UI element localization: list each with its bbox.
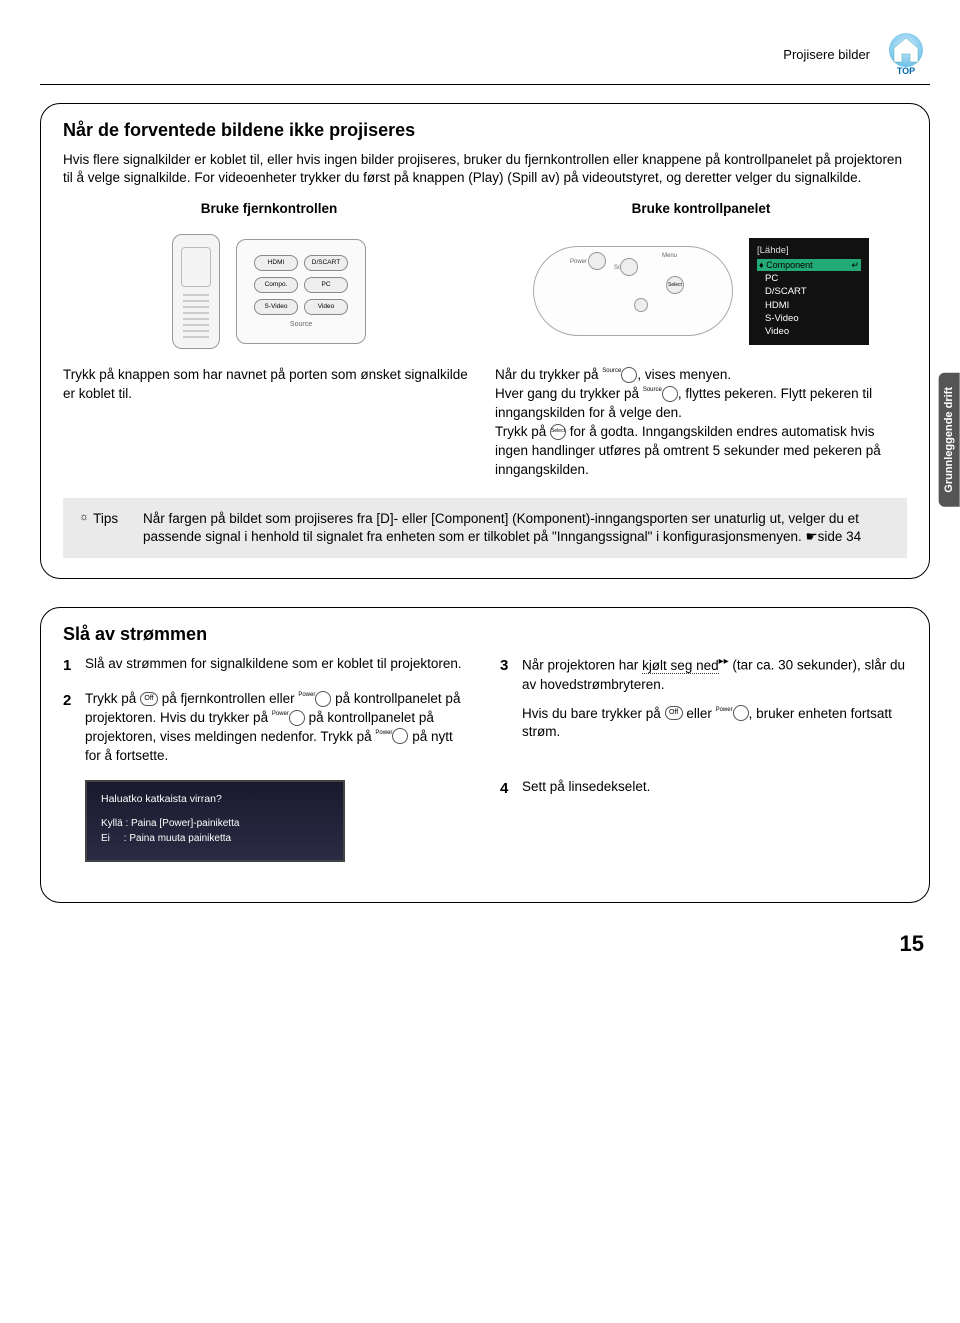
tips-text: Når fargen på bildet som projiseres fra … <box>143 510 891 546</box>
source-mini-label: Source <box>602 368 621 374</box>
off-button-icon: Off <box>665 706 683 720</box>
panel-button <box>588 252 606 270</box>
panel-select-button: Select <box>666 276 684 294</box>
header-title: Projisere bilder <box>783 47 870 62</box>
step-text: Slå av strømmen for signalkildene som er… <box>85 655 462 676</box>
remote-caption: Trykk på knappen som har navnet på porte… <box>63 366 475 404</box>
remote-button: HDMI <box>254 255 298 271</box>
remote-column: Bruke fjernkontrollen HDMI D/SCART Compo… <box>63 201 475 479</box>
source-button-icon <box>621 367 637 383</box>
step-2: 2 Trykk på Off på fjernkontrollen eller … <box>63 690 470 766</box>
remote-button: Video <box>304 299 348 315</box>
step-number: 3 <box>500 655 514 742</box>
step-text: Sett på linsedekselet. <box>522 778 650 799</box>
tips-box: ☼ Tips Når fargen på bildet som projiser… <box>63 498 907 558</box>
step-3: 3 Når projektoren har kjølt seg ned▸▸ (t… <box>500 655 907 742</box>
steps-left: 1 Slå av strømmen for signalkildene som … <box>63 655 470 861</box>
glossary-term: kjølt seg ned <box>642 658 719 674</box>
power-button-icon <box>392 728 408 744</box>
page-number: 15 <box>40 931 930 957</box>
step-text: Trykk på Off på fjernkontrollen eller Po… <box>85 690 470 766</box>
remote-body-icon <box>172 234 220 349</box>
header-divider <box>40 84 930 85</box>
remote-zoom-icon: HDMI D/SCART Compo. PC S-Video Video Sou… <box>236 239 366 344</box>
card-projecting: Når de forventede bildene ikke projisere… <box>40 103 930 579</box>
power-button-icon <box>315 691 331 707</box>
source-button-icon <box>662 386 678 402</box>
page-header: Projisere bilder TOP <box>40 30 930 78</box>
select-button-icon: Select <box>550 424 566 440</box>
panel-button <box>634 298 648 312</box>
step-number: 4 <box>500 778 514 799</box>
panel-column: Bruke kontrollpanelet Power Menu Source … <box>495 201 907 479</box>
step-number: 2 <box>63 690 77 766</box>
remote-heading: Bruke fjernkontrollen <box>63 201 475 216</box>
panel-heading: Bruke kontrollpanelet <box>495 201 907 216</box>
page-ref: side 34 <box>818 529 862 544</box>
osd-item: S-Video <box>757 312 861 325</box>
power-button-icon <box>289 710 305 726</box>
page-ref-icon: ☛ <box>806 529 818 544</box>
steps-right: 3 Når projektoren har kjølt seg ned▸▸ (t… <box>500 655 907 861</box>
panel-button <box>620 258 638 276</box>
panel-caption: Når du trykker på Source, vises menyen. … <box>495 366 907 479</box>
card2-heading: Slå av strømmen <box>63 624 907 645</box>
top-label: TOP <box>897 66 915 76</box>
home-icon <box>886 32 926 68</box>
osd-item: HDMI <box>757 299 861 312</box>
osd-title: [Lähde] <box>757 244 861 257</box>
remote-button: D/SCART <box>304 255 348 271</box>
remote-button: PC <box>304 277 348 293</box>
osd-item: Video <box>757 325 861 338</box>
dialog-question: Haluatko katkaista virran? <box>101 792 329 808</box>
power-mini-label: Power <box>298 692 315 698</box>
power-mini-label: Power <box>272 711 289 717</box>
bulb-icon: ☼ <box>79 510 89 525</box>
panel-illustration: Power Menu Source Select [Lähde] <box>495 226 907 356</box>
step-number: 1 <box>63 655 77 676</box>
remote-button: S-Video <box>254 299 298 315</box>
dialog-yes: Kyllä : Paina [Power]-painiketta <box>101 816 329 831</box>
card1-heading: Når de forventede bildene ikke projisere… <box>63 120 907 141</box>
osd-item: PC <box>757 272 861 285</box>
step-4: 4 Sett på linsedekselet. <box>500 778 907 799</box>
top-icon[interactable]: TOP <box>882 30 930 78</box>
step-text: Når projektoren har kjølt seg ned▸▸ (tar… <box>522 655 907 742</box>
step-1: 1 Slå av strømmen for signalkildene som … <box>63 655 470 676</box>
card-power-off: Slå av strømmen 1 Slå av strømmen for si… <box>40 607 930 902</box>
power-mini-label: Power <box>716 707 733 713</box>
source-mini-label: Source <box>643 387 662 393</box>
osd-selected: ♦ Component ↵ <box>757 259 861 272</box>
glossary-icon: ▸▸ <box>719 656 729 667</box>
power-mini-label: Power <box>375 730 392 736</box>
osd-item: D/SCART <box>757 285 861 298</box>
panel-power-label: Power <box>570 259 587 265</box>
card1-intro: Hvis flere signalkilder er koblet til, e… <box>63 151 907 187</box>
remote-source-label: Source <box>247 321 355 328</box>
power-off-dialog: Haluatko katkaista virran? Kyllä : Paina… <box>85 780 345 862</box>
power-button-icon <box>733 705 749 721</box>
off-button-icon: Off <box>140 692 158 706</box>
remote-button: Compo. <box>254 277 298 293</box>
panel-body-icon: Power Menu Source Select <box>533 246 733 336</box>
dialog-no: Ei : Paina muuta painiketta <box>101 831 329 846</box>
remote-illustration: HDMI D/SCART Compo. PC S-Video Video Sou… <box>63 226 475 356</box>
tips-label: ☼ Tips <box>79 510 129 546</box>
osd-menu: [Lähde] ♦ Component ↵ PC D/SCART HDMI S-… <box>749 238 869 344</box>
